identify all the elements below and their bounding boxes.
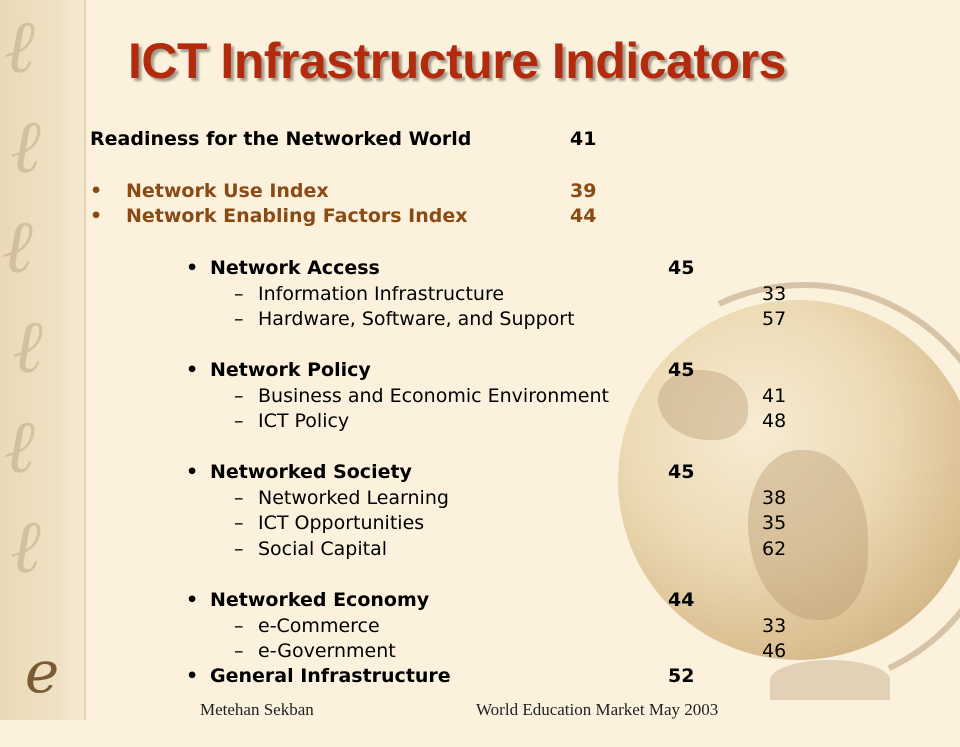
subindex-value: 44: [570, 205, 597, 227]
item-value: 38: [762, 487, 787, 509]
item-value: 62: [762, 538, 787, 560]
bullet-icon: •: [186, 589, 199, 611]
bullet-icon: •: [186, 257, 199, 279]
group-value: 45: [668, 359, 695, 381]
footer-author: Metehan Sekban: [200, 700, 314, 719]
globe-continent: [748, 450, 868, 620]
item-label: Social Capital: [258, 538, 387, 560]
group-label: Networked Economy: [210, 589, 430, 611]
group-value: 52: [668, 665, 695, 687]
group-label: General Infrastructure: [210, 665, 451, 687]
swirl-decoration-icon: ℓ: [10, 504, 41, 590]
swirl-decoration-icon: ℓ: [12, 304, 43, 390]
dash-icon: –: [234, 283, 244, 305]
dash-icon: –: [234, 538, 244, 560]
item-label: Networked Learning: [258, 487, 449, 509]
item-label: ICT Opportunities: [258, 512, 425, 534]
swirl-decoration-icon: ℓ: [4, 4, 35, 90]
item-label: Hardware, Software, and Support: [258, 308, 575, 330]
bullet-icon: •: [186, 665, 199, 687]
swirl-decoration-icon: ℓ: [2, 204, 33, 290]
logo: e: [6, 636, 78, 708]
readiness-value: 41: [570, 128, 597, 150]
item-value: 41: [762, 385, 787, 407]
item-value: 33: [762, 283, 787, 305]
dash-icon: –: [234, 640, 244, 662]
dash-icon: –: [234, 385, 244, 407]
dash-icon: –: [234, 487, 244, 509]
item-value: 57: [762, 308, 787, 330]
subindex-value: 39: [570, 180, 597, 202]
group-label: Networked Society: [210, 461, 412, 483]
page-title: ICT Infrastructure Indicators: [128, 33, 786, 89]
logo-mark-icon: e: [24, 638, 60, 706]
decorative-side-strip: ℓ ℓ ℓ ℓ ℓ ℓ: [0, 0, 84, 720]
item-label: Information Infrastructure: [258, 283, 505, 305]
globe-image: [618, 300, 960, 660]
globe-continent: [658, 370, 748, 440]
item-label: ICT Policy: [258, 410, 350, 432]
swirl-decoration-icon: ℓ: [10, 104, 41, 190]
readiness-label: Readiness for the Networked World: [90, 128, 472, 150]
item-label: e-Commerce: [258, 615, 380, 637]
item-label: e-Government: [258, 640, 396, 662]
globe-stand: [770, 660, 890, 700]
dash-icon: –: [234, 615, 244, 637]
footer-event: World Education Market May 2003: [476, 700, 719, 719]
strip-divider: [84, 0, 86, 720]
group-label: Network Access: [210, 257, 380, 279]
bullet-icon: •: [90, 180, 103, 202]
dash-icon: –: [234, 512, 244, 534]
bullet-icon: •: [186, 461, 199, 483]
group-value: 44: [668, 589, 695, 611]
bullet-icon: •: [186, 359, 199, 381]
dash-icon: –: [234, 308, 244, 330]
item-label: Business and Economic Environment: [258, 385, 609, 407]
dash-icon: –: [234, 410, 244, 432]
subindex-label: Network Use Index: [126, 180, 329, 202]
subindex-label: Network Enabling Factors Index: [126, 205, 468, 227]
item-value: 46: [762, 640, 787, 662]
item-value: 33: [762, 615, 787, 637]
swirl-decoration-icon: ℓ: [4, 404, 35, 490]
group-value: 45: [668, 257, 695, 279]
group-label: Network Policy: [210, 359, 371, 381]
item-value: 48: [762, 410, 787, 432]
bullet-icon: •: [90, 205, 103, 227]
group-value: 45: [668, 461, 695, 483]
item-value: 35: [762, 512, 787, 534]
